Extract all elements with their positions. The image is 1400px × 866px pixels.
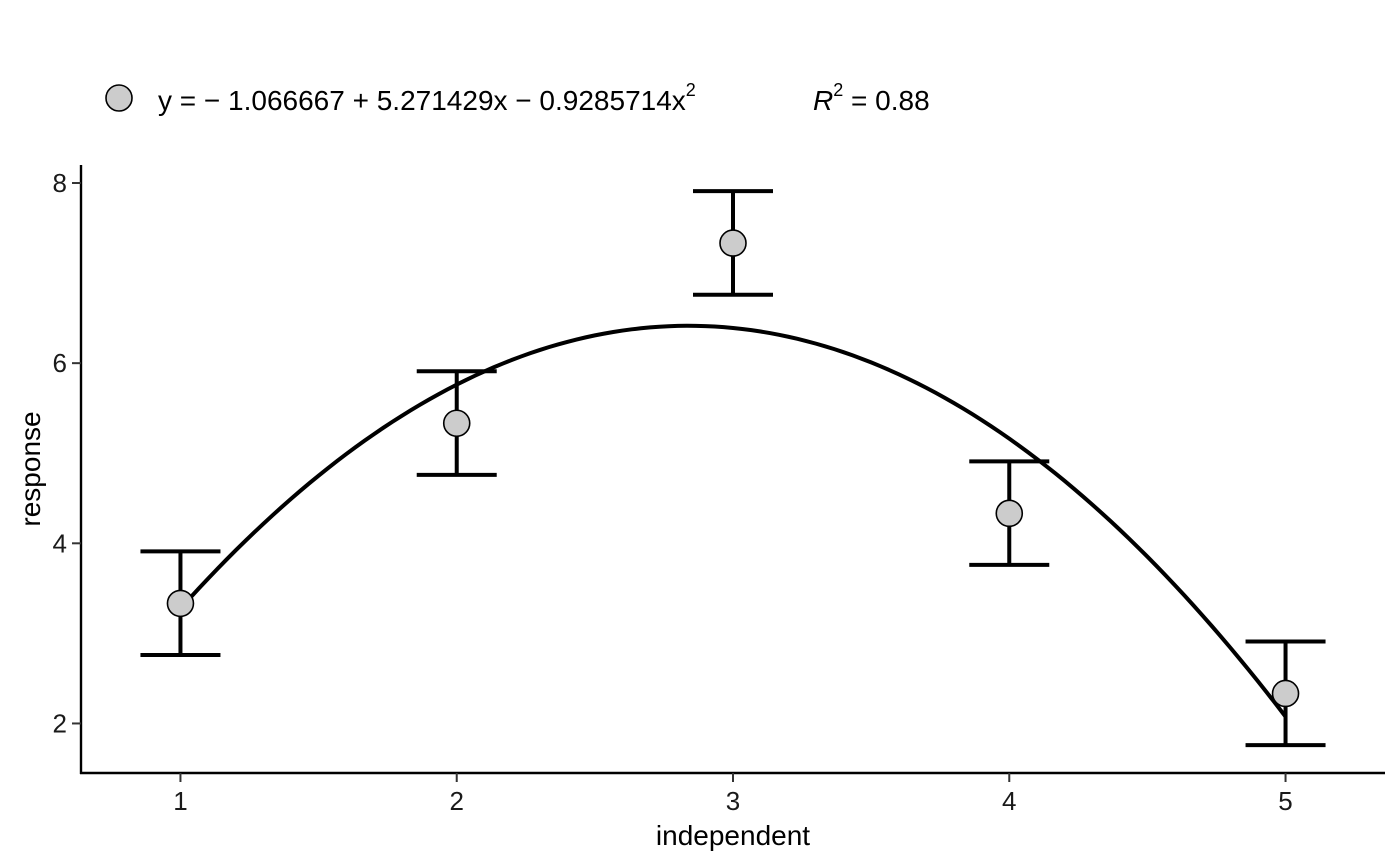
data-point: [1271, 679, 1300, 708]
x-ticks: 1 2 3 4 5: [173, 773, 1293, 816]
legend-r-value: = 0.88: [843, 85, 929, 116]
error-bars: [140, 189, 1326, 748]
legend-marker: [105, 84, 133, 112]
x-tick-label: 3: [726, 786, 740, 816]
y-ticks: 2 4 6 8: [53, 168, 81, 738]
data-point: [719, 229, 747, 257]
x-tick-label: 2: [449, 786, 463, 816]
legend-equation-exponent: 2: [686, 80, 696, 100]
data-point: [995, 499, 1024, 528]
legend-equation-text: y = − 1.066667 + 5.271429x − 0.9285714x: [158, 85, 686, 116]
legend-r-symbol: R: [813, 85, 833, 116]
x-tick-label: 4: [1002, 786, 1016, 816]
y-tick-label: 2: [53, 708, 67, 738]
x-axis-title: independent: [656, 820, 810, 851]
legend-r-exponent: 2: [833, 80, 843, 100]
data-points: [166, 229, 1300, 708]
y-tick-label: 4: [53, 528, 67, 558]
legend-equation: y = − 1.066667 + 5.271429x − 0.9285714x2: [158, 80, 696, 116]
legend-r-squared: R2 = 0.88: [813, 80, 930, 116]
fit-curve: [178, 323, 1288, 718]
x-tick-label: 1: [173, 786, 187, 816]
data-point: [442, 409, 471, 438]
y-tick-label: 6: [53, 348, 67, 378]
legend: y = − 1.066667 + 5.271429x − 0.9285714x2…: [105, 80, 930, 116]
y-axis-title: response: [15, 411, 46, 526]
data-point: [166, 589, 195, 618]
x-tick-label: 5: [1278, 786, 1292, 816]
y-tick-label: 8: [53, 168, 67, 198]
